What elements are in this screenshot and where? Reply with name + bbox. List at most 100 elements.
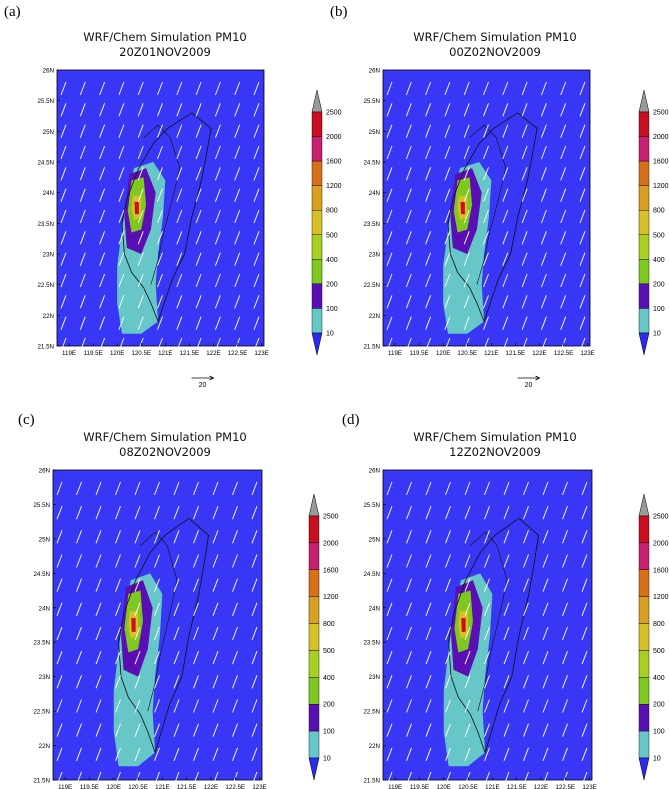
wind-arrow bbox=[405, 252, 412, 266]
wind-arrow bbox=[444, 167, 451, 181]
panel-d: (d) WRF/Chem Simulation PM10 12Z02NOV200… bbox=[330, 394, 669, 789]
wind-arrow bbox=[425, 209, 432, 224]
wind-arrow bbox=[386, 273, 393, 288]
wind-arrow bbox=[195, 167, 202, 181]
y-tick-label: 26N bbox=[39, 468, 50, 475]
wind-arrow bbox=[484, 506, 490, 520]
y-tick-label: 23N bbox=[369, 252, 380, 259]
wind-vectors bbox=[56, 481, 258, 786]
wind-arrow bbox=[562, 602, 568, 616]
wind-arrow bbox=[157, 145, 163, 160]
wind-arrow bbox=[95, 626, 102, 641]
wind-arrow bbox=[253, 81, 260, 96]
y-tick-label: 25.5N bbox=[33, 502, 50, 509]
wind-arrow bbox=[483, 337, 489, 352]
wind-arrow bbox=[562, 626, 568, 641]
wind-arrow bbox=[232, 699, 238, 713]
y-tick-label: 23N bbox=[39, 674, 50, 681]
wind-arrow bbox=[234, 295, 241, 309]
wind-arrow bbox=[386, 699, 393, 713]
wind-arrow bbox=[157, 316, 163, 330]
wind-arrow bbox=[253, 103, 260, 117]
x-tick-label: 119E bbox=[388, 784, 402, 789]
y-tick-label: 25N bbox=[43, 129, 54, 136]
wind-arrow bbox=[60, 209, 67, 224]
wind-arrow bbox=[503, 651, 510, 665]
wind-arrow bbox=[386, 723, 393, 737]
wind-arrow bbox=[56, 723, 63, 737]
colorbar-bin bbox=[638, 308, 650, 334]
wind-arrow bbox=[118, 81, 125, 96]
wind-arrow bbox=[60, 252, 67, 266]
colorbar-bin bbox=[638, 596, 650, 624]
y-tick-label: 22N bbox=[369, 743, 380, 750]
y-tick-label: 22N bbox=[369, 313, 380, 320]
y-tick-label: 21.5N bbox=[363, 778, 380, 785]
wind-arrow bbox=[60, 316, 67, 330]
wind-arrow bbox=[445, 578, 451, 592]
wind-arrow bbox=[406, 651, 412, 665]
wind-arrow bbox=[193, 602, 199, 616]
colorbar-label: 10 bbox=[323, 756, 331, 763]
x-tick-label: 120.5E bbox=[131, 350, 151, 357]
wind-arrow bbox=[193, 481, 199, 496]
wind-arrow bbox=[405, 124, 412, 138]
wind-arrow bbox=[405, 209, 412, 224]
wind-arrow bbox=[212, 578, 219, 592]
wind-arrow bbox=[503, 578, 510, 592]
wind-arrow bbox=[445, 602, 451, 616]
reference-arrowhead bbox=[209, 375, 215, 381]
wind-arrow bbox=[542, 675, 549, 689]
wind-arrow bbox=[95, 530, 102, 544]
wind-arrow bbox=[193, 747, 199, 761]
colorbar-label: 1600 bbox=[326, 159, 342, 166]
wind-arrow bbox=[154, 699, 160, 713]
y-tick-label: 22.5N bbox=[33, 709, 50, 716]
wind-arrow bbox=[193, 554, 199, 568]
wind-arrow bbox=[406, 578, 412, 592]
wind-arrow bbox=[503, 771, 510, 786]
wind-arrow bbox=[464, 602, 471, 616]
wind-arrow bbox=[176, 337, 183, 352]
wind-arrow bbox=[581, 651, 588, 665]
wind-arrow bbox=[386, 316, 393, 330]
colorbar-cap-high bbox=[638, 89, 650, 113]
wind-arrow bbox=[581, 578, 588, 592]
wind-arrow bbox=[173, 626, 180, 641]
x-tick-label: 122E bbox=[532, 350, 546, 357]
wind-arrow bbox=[195, 81, 202, 96]
wind-arrow bbox=[562, 481, 568, 496]
chart-title: WRF/Chem Simulation PM10 bbox=[83, 430, 247, 444]
wind-arrow bbox=[445, 530, 451, 544]
wind-arrow bbox=[406, 723, 412, 737]
y-tick-label: 22N bbox=[39, 743, 50, 750]
y-tick-label: 24N bbox=[369, 190, 380, 197]
colorbar-cap-low bbox=[638, 757, 650, 781]
wind-arrow bbox=[173, 481, 180, 496]
y-tick-label: 24.5N bbox=[37, 160, 54, 167]
wind-arrow bbox=[115, 530, 121, 544]
wind-arrow bbox=[560, 81, 567, 96]
wind-arrow bbox=[521, 295, 528, 309]
wind-arrow bbox=[154, 723, 160, 737]
wind-arrow bbox=[212, 747, 219, 761]
wind-arrow bbox=[115, 554, 121, 568]
wind-arrow bbox=[502, 273, 509, 288]
wind-arrow bbox=[386, 188, 393, 202]
wind-arrow bbox=[484, 651, 490, 665]
colorbar-bin bbox=[311, 234, 323, 260]
wind-arrow bbox=[234, 124, 241, 138]
wind-arrow bbox=[176, 124, 183, 138]
wind-arrow bbox=[464, 506, 471, 520]
wind-arrow bbox=[464, 699, 471, 713]
wind-arrow bbox=[99, 145, 106, 160]
wind-arrow bbox=[193, 723, 199, 737]
wind-arrow bbox=[76, 554, 82, 568]
wind-arrow bbox=[581, 506, 588, 520]
wind-arrow bbox=[562, 530, 568, 544]
wind-arrow bbox=[540, 167, 547, 181]
wind-arrow bbox=[212, 626, 219, 641]
y-tick-label: 25.5N bbox=[37, 98, 54, 105]
wind-arrow bbox=[386, 231, 393, 245]
wind-arrow bbox=[483, 188, 489, 202]
